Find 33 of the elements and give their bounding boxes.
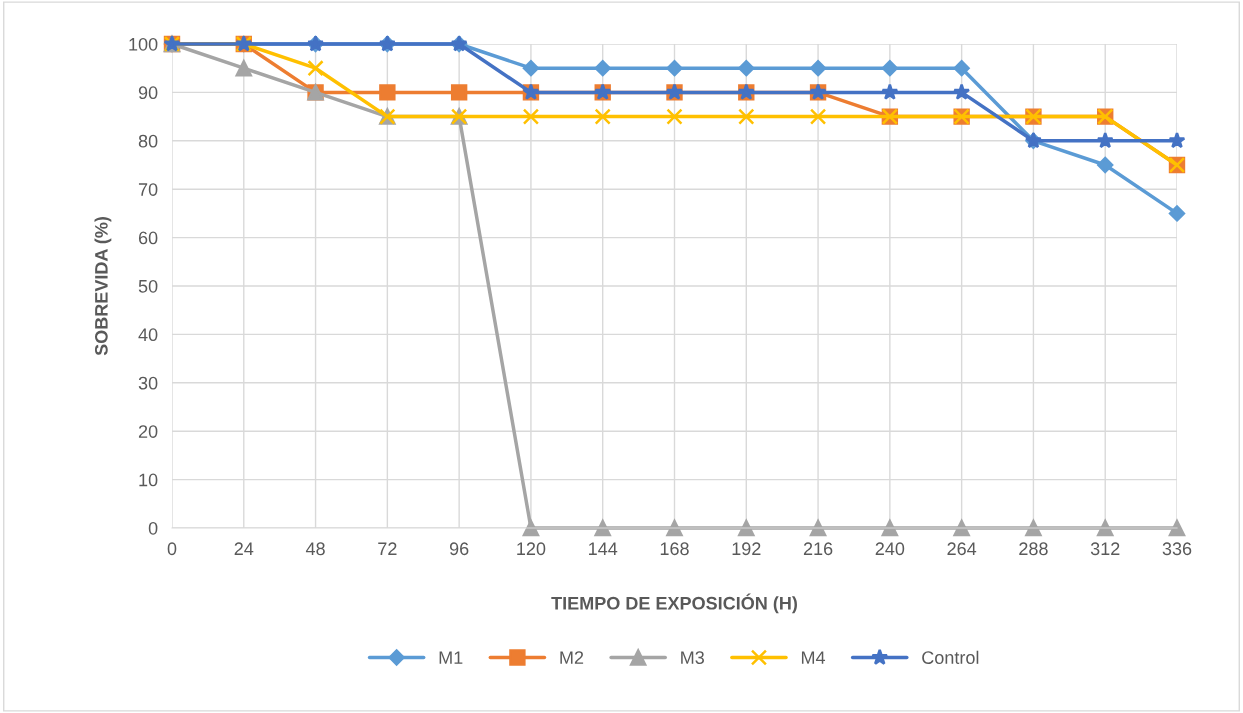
y-tick-label: 70 <box>138 183 158 196</box>
y-tick-label: 60 <box>138 231 158 245</box>
legend-label: M1 <box>439 651 463 664</box>
x-tick-label: 120 <box>517 542 546 556</box>
x-axis-title: TIEMPO DE EXPOSICIÓN (H) <box>551 593 797 614</box>
y-tick-label: 100 <box>129 37 158 51</box>
y-axis-title: SOBREVIDA (%) <box>94 217 112 356</box>
legend-label: M3 <box>681 651 704 664</box>
x-tick-label: 168 <box>660 542 689 556</box>
x-tick-label: 96 <box>449 542 469 556</box>
x-tick-label: 288 <box>1019 542 1048 556</box>
y-tick-label: 90 <box>138 86 158 100</box>
y-tick-label: 0 <box>148 521 158 535</box>
y-tick-label: 20 <box>138 425 158 438</box>
x-tick-label: 0 <box>167 542 177 556</box>
x-tick-label: 48 <box>305 542 325 556</box>
legend-label: Control <box>922 650 979 664</box>
x-tick-label: 144 <box>589 542 618 555</box>
x-tick-label: 240 <box>875 542 905 556</box>
y-tick-label: 40 <box>138 328 158 342</box>
y-tick-label: 50 <box>138 279 158 293</box>
x-tick-label: 216 <box>803 542 833 556</box>
x-tick-label: 192 <box>732 542 761 556</box>
y-tick-label: 30 <box>138 376 158 390</box>
y-tick-label: 80 <box>138 134 158 148</box>
x-tick-label: 336 <box>1162 542 1192 556</box>
legend-label: M4 <box>801 651 826 664</box>
legend-label: M2 <box>560 651 584 664</box>
x-tick-label: 72 <box>378 542 397 555</box>
x-tick-label: 24 <box>234 542 254 555</box>
x-tick-label: 312 <box>1090 542 1120 556</box>
y-tick-label: 10 <box>139 473 158 487</box>
x-tick-label: 264 <box>947 542 977 556</box>
